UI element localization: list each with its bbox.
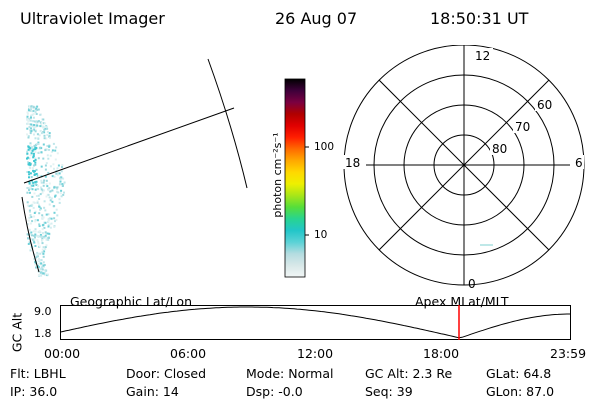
colorbar-panel: photon cm⁻²s⁻¹ xyxy=(271,78,309,278)
status-mode: Mode: Normal xyxy=(246,366,334,381)
y-tick-9: 9.0 xyxy=(34,305,52,318)
earth-limb-right xyxy=(207,58,248,189)
date-label: 26 Aug 07 xyxy=(275,9,358,28)
polar-diagonal-2 xyxy=(378,79,550,251)
status-seq: Seq: 39 xyxy=(365,384,413,399)
status-ip: IP: 36.0 xyxy=(10,384,58,399)
timeline-axis-label: GC Alt xyxy=(9,312,25,353)
instrument-title: Ultraviolet Imager xyxy=(20,9,165,28)
x-tick-0600: 06:00 xyxy=(170,346,207,361)
timeline-frame xyxy=(60,305,571,340)
status-dsp: Dsp: -0.0 xyxy=(246,384,303,399)
aurora-image-panel xyxy=(21,58,248,277)
colorbar-tick-10: 10 xyxy=(314,229,328,241)
lat-label-60: 60 xyxy=(537,98,552,112)
clock-label-6: 6 xyxy=(575,156,583,170)
status-gain: Gain: 14 xyxy=(126,384,179,399)
lat-label-80: 80 xyxy=(492,142,507,156)
polar-plot: 12 18 6 0 60 70 80 xyxy=(342,45,585,290)
x-tick-1800: 18:00 xyxy=(423,346,460,361)
clock-label-0: 0 xyxy=(468,277,476,290)
y-tick-1-8: 1.8 xyxy=(34,327,52,340)
x-tick-0000: 00:00 xyxy=(44,346,81,361)
status-flt: Flt: LBHL xyxy=(10,366,66,381)
altitude-curve xyxy=(60,306,570,339)
colorbar xyxy=(284,78,306,278)
clock-label-18: 18 xyxy=(345,156,360,170)
status-gc-alt: GC Alt: 2.3 Re xyxy=(365,366,453,381)
status-glat: GLat: 64.8 xyxy=(486,366,552,381)
altitude-timeline-plot xyxy=(60,305,571,340)
time-label: 18:50:31 UT xyxy=(430,9,529,28)
status-glon: GLon: 87.0 xyxy=(486,384,555,399)
colorbar-tick-100: 100 xyxy=(314,141,335,153)
clock-label-12: 12 xyxy=(475,49,490,63)
aurora-emission-speckles xyxy=(26,105,66,277)
x-tick-2359: 23:59 xyxy=(550,346,587,361)
earth-limb-left xyxy=(21,196,40,273)
lat-label-70: 70 xyxy=(515,120,530,134)
x-tick-1200: 12:00 xyxy=(297,346,334,361)
colorbar-unit-label: photon cm⁻²s⁻¹ xyxy=(271,132,284,217)
status-door: Door: Closed xyxy=(126,366,207,381)
terminator-line xyxy=(23,107,235,184)
